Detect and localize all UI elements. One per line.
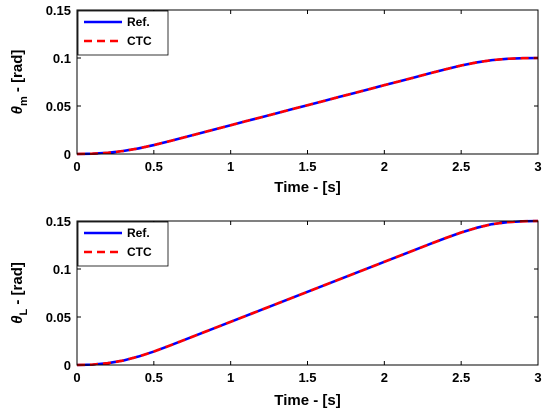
series-line-ctc [76, 219, 539, 367]
x-tick-label: 0.5 [145, 370, 163, 385]
x-tick-label: 0 [73, 159, 80, 174]
x-axis-label: Time - [s] [274, 179, 340, 196]
y-axis-label: θL - [rad] [9, 262, 30, 324]
y-tick-label: 0.05 [46, 99, 71, 114]
y-tick-label: 0.1 [53, 51, 71, 66]
x-tick-label: 2.5 [452, 159, 470, 174]
chart-theta-l: 0 0.5 1 1.5 2 2.5 3 0 0.05 0.1 0.15 Time - [s] θL - … [9, 214, 542, 409]
y-axis-subscript: L [18, 309, 30, 316]
y-tick-label: 0.05 [46, 310, 71, 325]
x-tick-label: 3 [534, 370, 541, 385]
legend-label-ctc: CTC [127, 34, 152, 48]
y-axis-symbol: θ [9, 315, 26, 324]
y-tick-label: 0.15 [46, 214, 71, 229]
y-axis-label: θm - [rad] [9, 50, 30, 115]
x-tick-label: 0.5 [145, 159, 163, 174]
y-tick-label: 0.1 [53, 262, 71, 277]
chart-theta-m: 0 0.5 1 1.5 2 2.5 3 0 0.05 0.1 0.15 Time - [s] θm - … [9, 3, 542, 196]
legend: Ref. CTC [77, 221, 169, 267]
y-axis-unit: - [rad] [9, 50, 26, 97]
x-tick-label: 1.5 [298, 370, 316, 385]
y-axis-symbol: θ [9, 105, 26, 114]
y-tick-label: 0.15 [46, 3, 71, 18]
x-tick-label: 1.5 [298, 159, 316, 174]
y-axis-subscript: m [18, 96, 30, 106]
x-tick-label: 1 [227, 159, 234, 174]
legend: Ref. CTC [77, 10, 169, 56]
legend-label-ref: Ref. [127, 226, 150, 240]
x-tick-label: 0 [73, 370, 80, 385]
y-axis-unit: - [rad] [9, 262, 26, 309]
x-tick-label: 2.5 [452, 370, 470, 385]
x-tick-label: 2 [381, 159, 388, 174]
legend-box [77, 221, 169, 267]
series-line-ctc [76, 56, 539, 156]
x-tick-label: 3 [534, 159, 541, 174]
legend-label-ref: Ref. [127, 15, 150, 29]
legend-box [77, 10, 169, 56]
legend-label-ctc: CTC [127, 245, 152, 259]
y-tick-label: 0 [64, 147, 71, 162]
y-tick-label: 0 [64, 358, 71, 373]
x-tick-label: 1 [227, 370, 234, 385]
x-axis-label: Time - [s] [274, 392, 340, 409]
x-tick-label: 2 [381, 370, 388, 385]
